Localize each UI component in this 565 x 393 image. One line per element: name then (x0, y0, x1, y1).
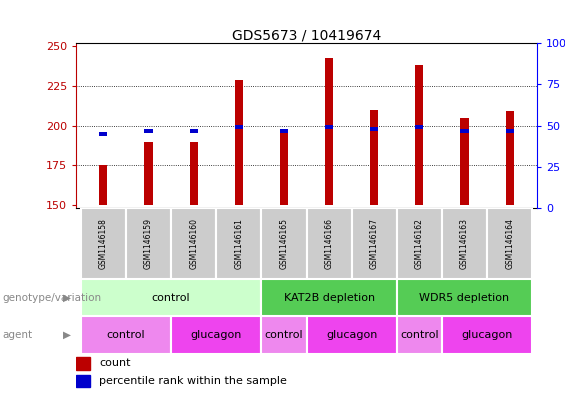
Text: ▶: ▶ (63, 293, 71, 303)
Bar (442, 208, 487, 279)
Text: WDR5 depletion: WDR5 depletion (419, 293, 510, 303)
Text: GSM1146163: GSM1146163 (460, 218, 469, 269)
Bar (351, 208, 397, 279)
Bar (262, 208, 307, 279)
Text: GSM1146164: GSM1146164 (505, 218, 514, 269)
Bar (81, 316, 171, 354)
Text: count: count (99, 358, 131, 368)
Text: GSM1146159: GSM1146159 (144, 218, 153, 269)
Text: GSM1146165: GSM1146165 (280, 218, 289, 269)
Bar (397, 316, 442, 354)
Text: GSM1146161: GSM1146161 (234, 218, 244, 269)
Text: control: control (400, 330, 438, 340)
Bar (397, 279, 532, 316)
Bar (81, 279, 262, 316)
Bar (460, 118, 468, 205)
Bar (325, 57, 333, 205)
Text: ▶: ▶ (63, 330, 71, 340)
Text: control: control (107, 330, 145, 340)
Bar (99, 132, 107, 136)
Bar (145, 141, 153, 205)
Bar (415, 66, 423, 205)
Text: GSM1146162: GSM1146162 (415, 218, 424, 269)
Bar (506, 112, 514, 205)
Bar (370, 110, 379, 205)
Text: control: control (152, 293, 190, 303)
Bar (234, 80, 243, 205)
Bar (126, 208, 171, 279)
Text: agent: agent (3, 330, 33, 340)
Bar (442, 316, 532, 354)
Bar (307, 208, 351, 279)
Bar (190, 141, 198, 205)
Bar (262, 279, 397, 316)
Bar (190, 129, 198, 133)
Bar (370, 127, 379, 131)
Text: GSM1146160: GSM1146160 (189, 218, 198, 269)
Bar (216, 208, 262, 279)
Text: GSM1146166: GSM1146166 (324, 218, 333, 269)
Text: glucagon: glucagon (190, 330, 242, 340)
Bar (487, 208, 532, 279)
Text: GSM1146167: GSM1146167 (370, 218, 379, 269)
Text: KAT2B depletion: KAT2B depletion (284, 293, 375, 303)
Bar (280, 129, 288, 133)
Text: glucagon: glucagon (326, 330, 377, 340)
Bar (460, 129, 468, 133)
Bar (262, 316, 307, 354)
Bar (145, 129, 153, 133)
Text: genotype/variation: genotype/variation (3, 293, 102, 303)
Bar (171, 208, 216, 279)
Bar (76, 357, 90, 369)
Bar (171, 316, 262, 354)
Bar (76, 375, 90, 387)
Bar (99, 165, 107, 205)
Bar (280, 132, 288, 205)
Bar (325, 125, 333, 129)
Bar (415, 125, 423, 129)
Title: GDS5673 / 10419674: GDS5673 / 10419674 (232, 28, 381, 42)
Text: percentile rank within the sample: percentile rank within the sample (99, 376, 287, 386)
Text: glucagon: glucagon (462, 330, 513, 340)
Bar (397, 208, 442, 279)
Bar (234, 125, 243, 129)
Text: GSM1146158: GSM1146158 (99, 218, 108, 269)
Bar (307, 316, 397, 354)
Text: control: control (264, 330, 303, 340)
Bar (506, 129, 514, 133)
Bar (81, 208, 126, 279)
